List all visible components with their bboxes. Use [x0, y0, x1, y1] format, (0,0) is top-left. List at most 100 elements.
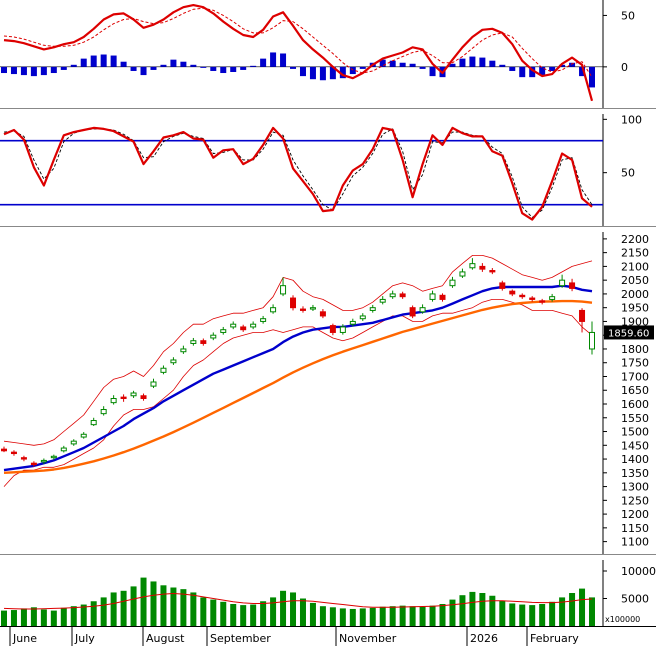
price-tick-label: 2150	[621, 247, 649, 260]
candle-body	[120, 396, 127, 400]
volume-bar	[469, 591, 476, 626]
macd-histogram-bar	[559, 64, 566, 67]
volume-bar	[180, 589, 187, 626]
candle-body	[220, 329, 227, 333]
candle-body	[319, 311, 326, 317]
panel-frames	[0, 0, 656, 627]
macd-histogram-bar	[40, 66, 47, 76]
macd-histogram-bar	[329, 66, 336, 80]
macd-histogram-bar	[60, 66, 67, 70]
macd-histogram-bar	[170, 59, 177, 67]
candle-body	[10, 451, 17, 455]
candle-body	[20, 457, 27, 460]
candle-body	[40, 459, 47, 463]
macd-histogram-bar	[270, 52, 277, 67]
macd-histogram-bar	[80, 58, 87, 67]
macd-histogram-bar	[130, 66, 137, 71]
last-price-badge	[604, 325, 654, 340]
month-label: 2026	[470, 632, 498, 645]
volume-tick-label: 5000	[621, 593, 649, 606]
volume-bar	[489, 595, 496, 626]
month-label: June	[12, 632, 37, 645]
macd-histogram-bar	[509, 66, 516, 71]
price-tick-label: 2000	[621, 288, 649, 301]
price-tick-label: 1150	[621, 522, 649, 535]
axis-labels: 5001005022002150210020502000195019001850…	[9, 9, 656, 646]
price-tick-label: 1500	[621, 426, 649, 439]
macd-histogram-bar	[30, 66, 37, 77]
volume-bar	[190, 592, 197, 626]
volume-bar	[20, 608, 27, 626]
volume-bar	[100, 597, 107, 626]
volume-bar	[150, 581, 157, 626]
macd-histogram-bar	[449, 63, 456, 67]
volume-bar	[309, 602, 316, 626]
stochastic-panel	[0, 126, 603, 221]
macd-histogram-bar	[429, 66, 436, 77]
macd-histogram-bar	[50, 66, 57, 74]
price-tick-label: 1750	[621, 357, 649, 370]
candle-body	[409, 307, 416, 317]
candle-body	[150, 381, 157, 387]
macd-histogram-bar	[389, 60, 396, 67]
volume-bar	[319, 606, 326, 626]
price-tick-label: 2200	[621, 233, 649, 246]
macd-histogram-bar	[200, 66, 207, 68]
volume-bar	[160, 585, 167, 626]
candle-body	[439, 294, 446, 300]
candle-body	[549, 296, 556, 300]
volume-bar	[389, 606, 396, 626]
macd-histogram-bar	[539, 66, 546, 76]
candle-body	[280, 285, 287, 295]
volume-bar	[210, 599, 217, 626]
candle-body	[240, 326, 247, 331]
candle-body	[349, 320, 356, 325]
volume-bar	[399, 605, 406, 626]
volume-bar	[220, 601, 227, 626]
macd-histogram-bar	[1, 66, 7, 74]
macd-histogram-bar	[499, 64, 506, 67]
price-tick-label: 1400	[621, 453, 649, 466]
stochastic-tick-label: 100	[621, 113, 642, 126]
macd-histogram-bar	[260, 58, 267, 67]
macd-line	[3, 3, 594, 102]
candle-body	[399, 293, 406, 298]
macd-histogram-bar	[349, 66, 356, 75]
candle-body	[170, 359, 177, 364]
price-tick-label: 1350	[621, 467, 649, 480]
candle-body	[429, 293, 436, 300]
macd-histogram-bar	[379, 59, 386, 67]
candle-body	[110, 398, 117, 404]
candle-body	[509, 290, 516, 295]
macd-histogram-bar	[280, 53, 287, 67]
macd-histogram-bar	[359, 66, 366, 69]
volume-bar	[170, 587, 177, 626]
macd-histogram-bar	[220, 66, 227, 74]
price-tick-label: 1650	[621, 384, 649, 397]
candle-body	[160, 367, 167, 373]
volume-ma-line	[3, 593, 593, 610]
macd-histogram-bar	[180, 61, 187, 67]
macd-histogram-bar	[240, 66, 247, 70]
volume-unit-label: x100000	[605, 615, 640, 624]
month-label: November	[339, 632, 397, 645]
volume-bar	[359, 608, 366, 626]
volume-bar	[459, 595, 466, 626]
volume-bar	[349, 608, 356, 626]
month-label: August	[146, 632, 185, 645]
macd-histogram-bar	[20, 66, 27, 76]
candle-body	[359, 315, 366, 320]
macd-histogram-bar	[479, 57, 486, 67]
volume-bar	[200, 597, 207, 626]
macd-histogram-bar	[160, 64, 167, 67]
macd-histogram-bar	[299, 66, 306, 77]
volume-bar	[589, 597, 595, 626]
candle-body	[230, 323, 237, 328]
volume-bar	[499, 600, 506, 626]
candle-body	[299, 308, 306, 311]
price-tick-label: 1700	[621, 370, 649, 383]
candle-body	[270, 307, 277, 313]
price-tick-label: 1800	[621, 343, 649, 356]
month-label: February	[530, 632, 579, 645]
